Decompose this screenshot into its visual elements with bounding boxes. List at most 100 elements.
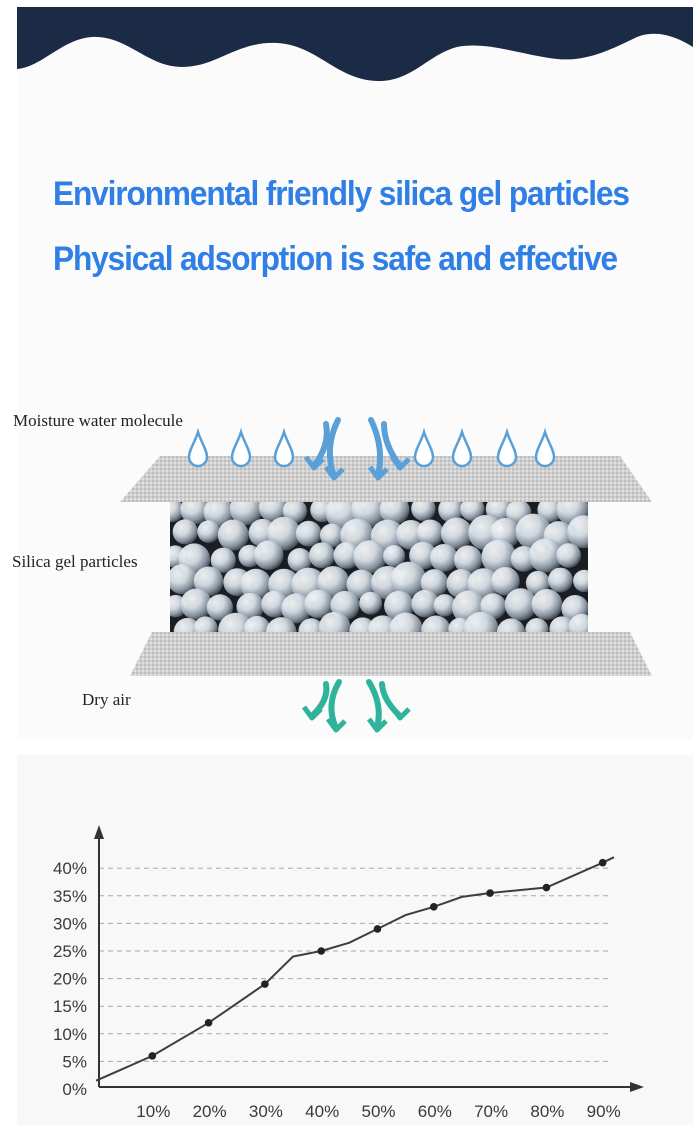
moisture-arrow [326,417,341,479]
silica-bead [567,515,588,549]
moisture-arrows [303,417,411,481]
silica-bead [240,568,272,601]
y-axis-arrow-icon [94,825,104,839]
data-point [261,980,269,988]
data-point [542,883,551,892]
data-point [486,889,494,897]
moisture-arrow-head [303,455,325,471]
water-droplet-icon [534,427,556,468]
moisture-arrow [368,417,384,479]
water-droplet-icon [451,427,473,468]
silica-bead [460,502,485,522]
silica-bead [319,523,344,548]
dry-air-arrow-head [366,717,388,733]
dry-air-label: Dry air [82,690,131,709]
silica-bead [420,569,449,597]
data-point [598,858,607,867]
water-droplets [187,427,556,468]
data-point [317,947,326,955]
silica-bead [411,502,436,521]
wave-banner [17,7,693,82]
dry-air-arrow-head [325,717,347,733]
headline-line-2: Physical adsorption is safe and effectiv… [53,240,618,278]
y-tick-label: 25% [53,942,87,961]
silica-bead [210,547,236,573]
silica-bead [253,540,284,570]
x-tick-label: 10% [136,1102,170,1121]
y-tick-label: 0% [62,1080,87,1099]
x-axis-arrow-icon [630,1082,644,1092]
silica-gel-label: Silica gel particles [12,552,138,571]
dry-air-arrow-head [389,705,411,721]
silica-bead [416,519,444,547]
y-tick-label: 20% [53,970,87,989]
water-droplet-icon [413,427,435,468]
x-tick-label: 40% [305,1102,339,1121]
data-point [204,1018,213,1027]
silica-bead [481,539,517,575]
silica-bead [379,502,410,525]
silica-bead [531,588,563,620]
y-tick-label: 30% [53,914,87,933]
water-droplet-icon [496,427,518,468]
silica-bead [180,588,212,620]
x-tick-label: 80% [530,1102,564,1121]
silica-bead [317,566,350,598]
dry-air-arrow [366,679,382,731]
x-tick-label: 70% [474,1102,508,1121]
silica-bead [206,594,234,621]
silica-bead [261,590,289,618]
silica-bead [573,569,588,593]
silica-bead [295,520,322,547]
moisture-arrow-head [389,455,411,471]
silica-bead [229,502,263,526]
data-point [148,1052,157,1060]
silica-bead [172,519,198,545]
silica-bead [440,517,473,550]
moisture-arrow-head [367,465,389,481]
data-point [430,903,438,911]
silica-bead [491,566,520,596]
y-tick-label: 40% [53,859,87,878]
silica-bead [170,502,184,523]
headline-line-1: Environmental friendly silica gel partic… [53,175,630,213]
silica-bead [453,545,483,574]
silica-bead [287,548,312,573]
silica-bead [525,570,551,596]
y-tick-label: 10% [53,1025,87,1044]
x-tick-label: 20% [193,1102,227,1121]
silica-bead [438,502,464,523]
x-tick-label: 50% [361,1102,395,1121]
silica-bead [548,567,573,593]
y-tick-label: 35% [53,887,87,906]
silica-bead [281,593,312,624]
adsorption-chart: 0% 5% 10% 15% 20% 25% 30% 35% 40% 10% 20% 30% 40% 50%… [53,825,644,1121]
silica-bead [359,591,383,615]
dry-air-arrow-head [301,705,323,721]
silica-bead [429,543,458,572]
x-tick-label: 60% [418,1102,452,1121]
water-droplet-icon [230,427,252,468]
upper-membrane [120,456,652,502]
silica-bead [170,563,198,595]
moisture-label: Moisture water molecule [13,411,183,430]
silica-bead [180,502,210,525]
silica-bead [433,594,457,617]
water-droplet-icon [273,427,295,468]
lower-membrane [130,632,652,676]
silica-bead [346,569,377,600]
data-point [373,925,382,933]
silica-bead [556,543,581,568]
silica-bead [480,593,507,620]
x-tick-label: 90% [587,1102,621,1121]
y-tick-label: 5% [62,1052,87,1071]
silica-bead [409,541,437,570]
silica-bead [197,520,220,543]
moisture-arrow-head [323,465,345,481]
adsorption-diagram [120,417,652,733]
silica-bead [383,544,406,567]
silica-bead [504,588,537,621]
silica-bead [304,589,334,619]
silica-bead [333,541,361,569]
silica-bead [258,502,288,522]
